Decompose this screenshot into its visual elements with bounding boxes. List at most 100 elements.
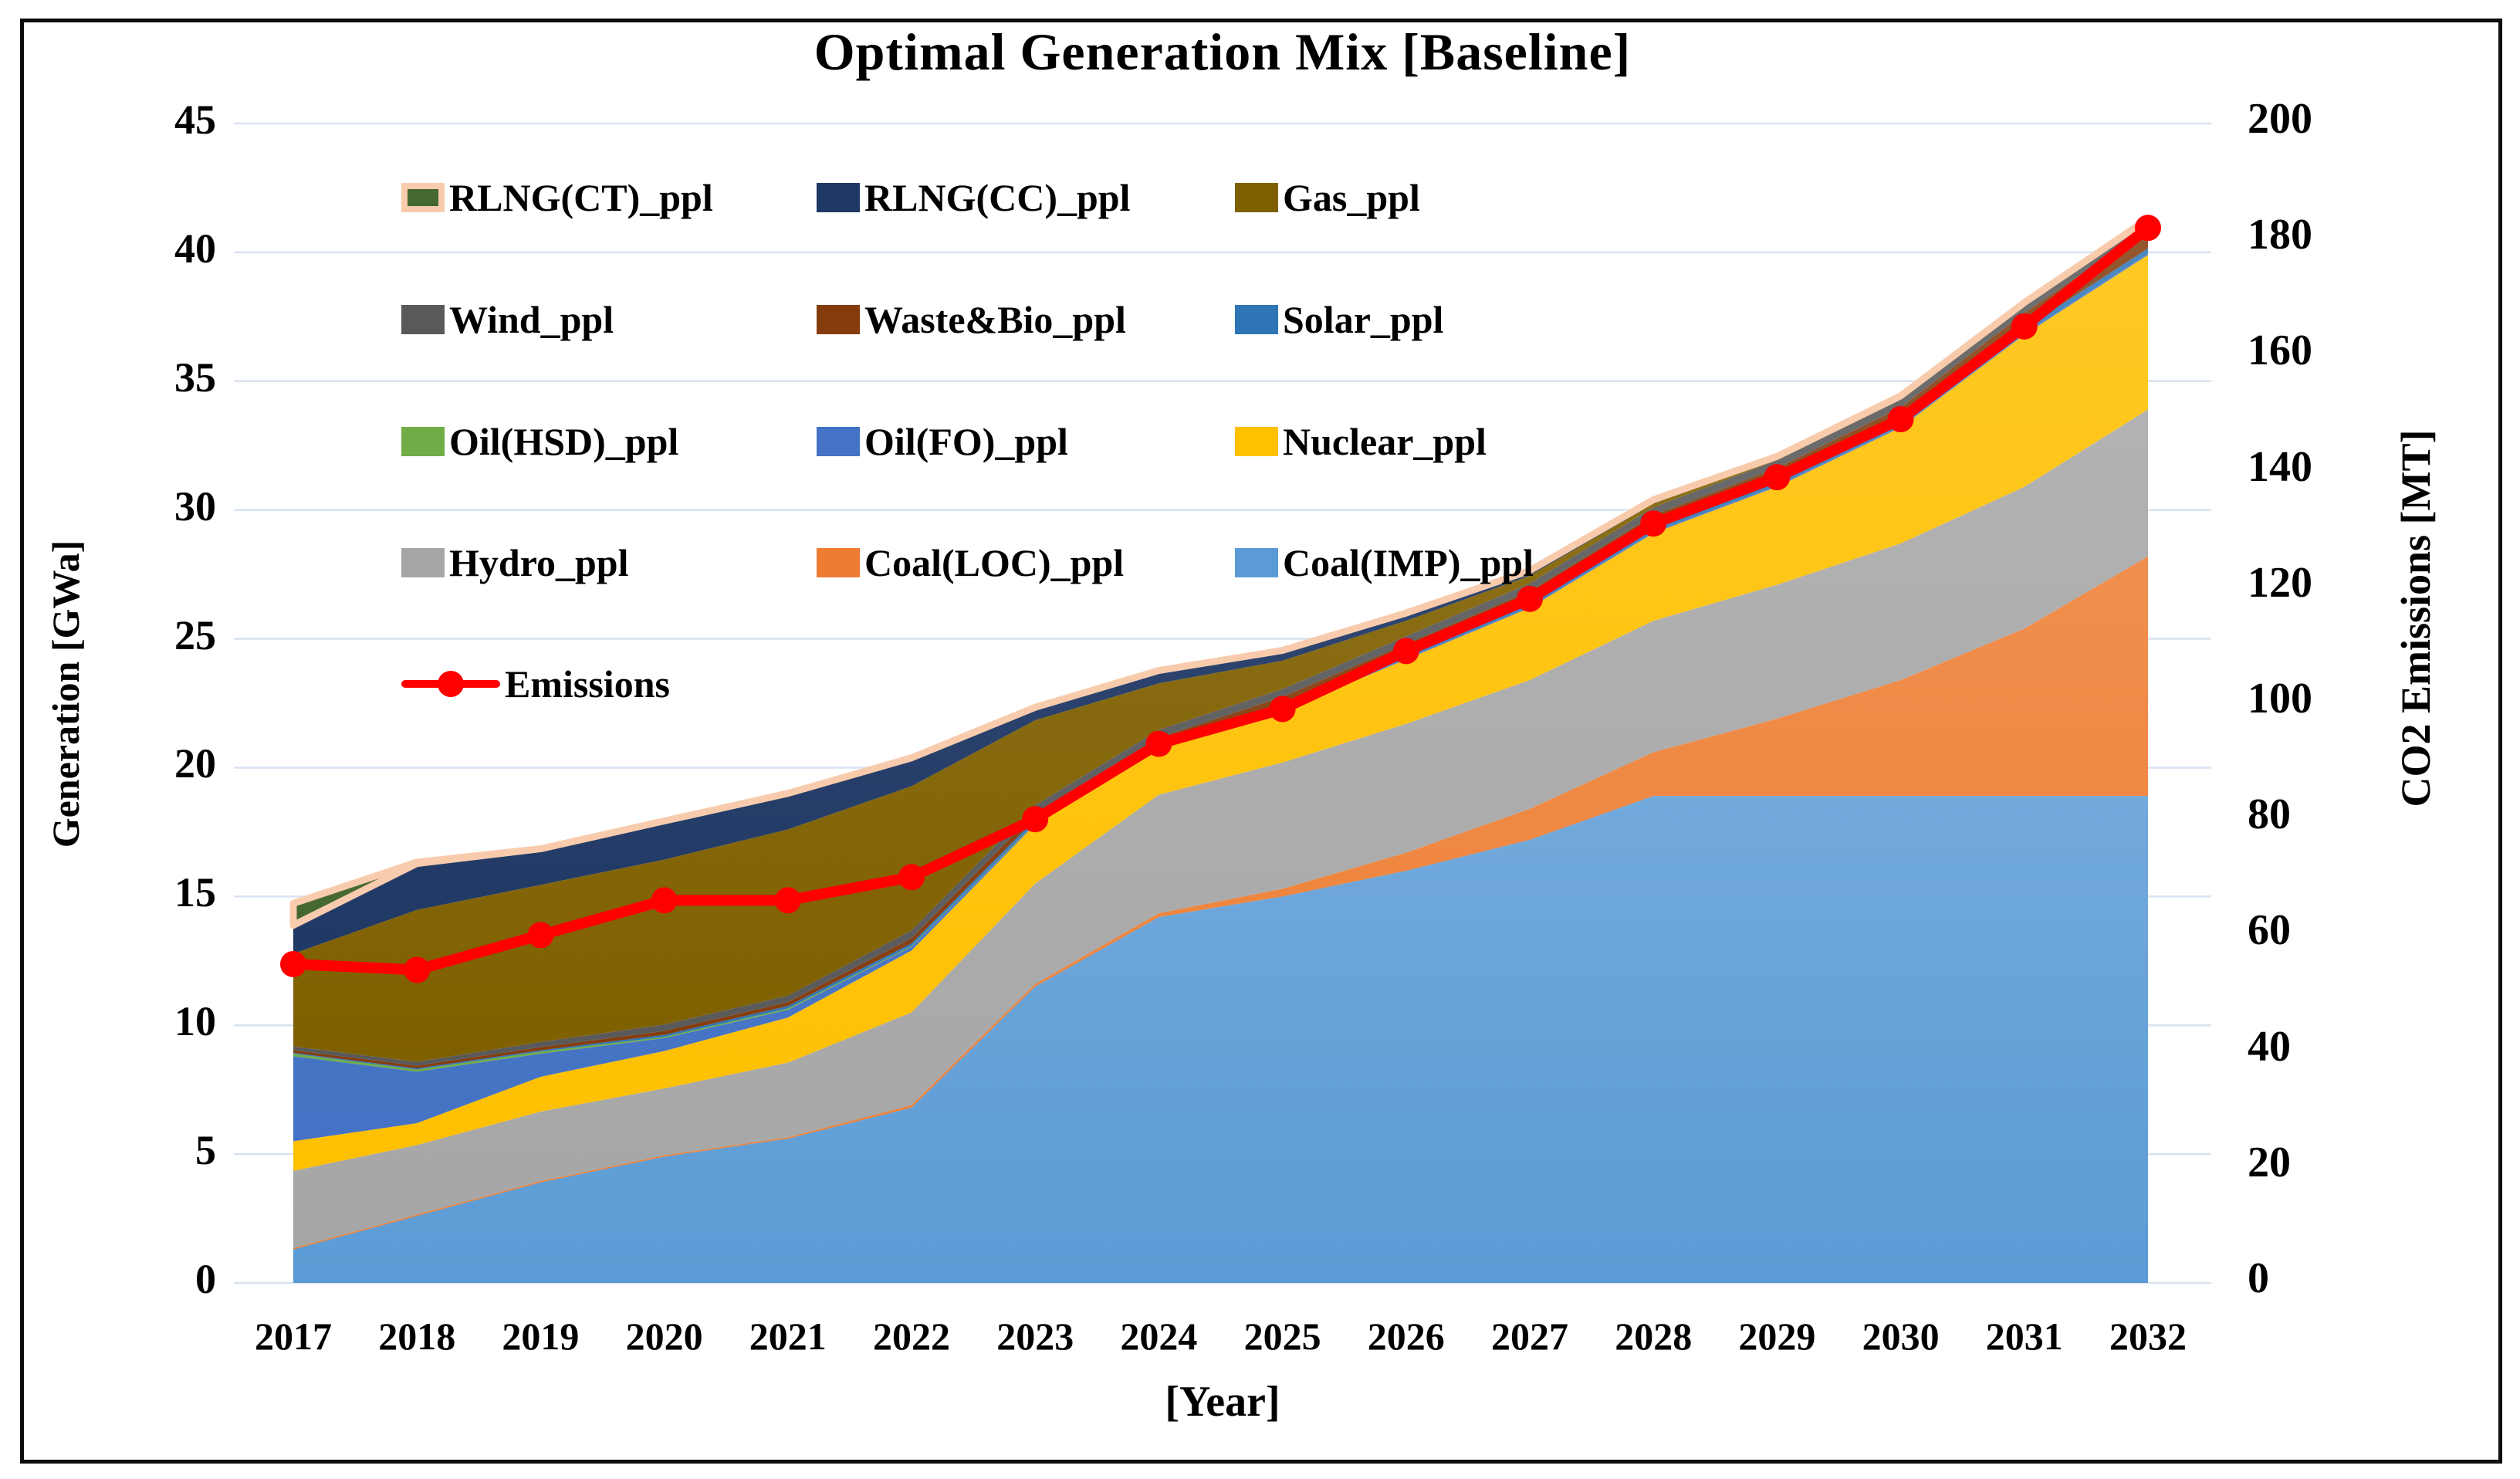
emissions-marker [404,956,431,983]
x-axis-tick: 2021 [749,1315,827,1358]
legend-swatch-oil_fo [817,427,860,456]
x-axis-tick: 2028 [1615,1315,1693,1358]
right-axis-tick: 0 [2248,1254,2269,1302]
right-axis-tick: 160 [2248,327,2312,375]
legend-item-oil_hsd: Oil(HSD)_ppl [401,420,678,463]
legend-item-rlng_cc: RLNG(CC)_ppl [817,176,1130,219]
emissions-marker [1392,638,1419,665]
legend-item-gas: Gas_ppl [1235,176,1420,219]
right-axis-tick: 200 [2248,95,2312,143]
legend-label: Emissions [505,662,670,706]
area-rlng_cc [293,218,2148,954]
legend-item-wind: Wind_ppl [401,298,614,341]
legend-item-coal_imp: Coal(IMP)_ppl [1235,541,1534,584]
legend-item-coal_loc: Coal(LOC)_ppl [817,541,1124,584]
area-rlng_ct [289,215,2152,929]
legend-label: Coal(IMP)_ppl [1283,541,1534,584]
right-axis-tick: 120 [2248,558,2312,607]
left-axis-tick: 10 [174,998,216,1045]
legend-swatch-coal_imp [1235,548,1278,577]
left-axis-tick: 20 [174,740,216,787]
legend-swatch-rlng_ct [401,183,445,212]
legend-label: Wind_ppl [449,298,614,341]
emissions-line [288,222,2153,976]
legend-item-rlng_ct: RLNG(CT)_ppl [401,176,713,219]
x-axis-tick: 2031 [1985,1315,2063,1358]
right-axis-tick: 20 [2248,1138,2291,1186]
x-axis-tick: 2020 [625,1315,703,1358]
legend-item-solar: Solar_ppl [1235,298,1443,341]
legend-item-nuclear: Nuclear_ppl [1235,420,1487,463]
emissions-marker [1269,696,1296,723]
left-axis-tick: 35 [174,354,216,401]
left-axis-tick: 30 [174,482,216,530]
legend-swatch-rlng_cc [817,183,860,212]
chart-title: Optimal Generation Mix [Baseline] [814,22,1632,81]
legend-label: Oil(FO)_ppl [864,420,1068,463]
legend-item-hydro: Hydro_ppl [401,541,629,584]
legend-swatch-gas [1235,183,1278,212]
right-axis-tick: 80 [2248,790,2291,839]
legend-swatch-oil_hsd [401,427,445,456]
right-axis-tick: 180 [2248,211,2312,259]
left-axis-tick: 40 [174,225,216,272]
emissions-marker [527,922,554,949]
x-axis-tick: 2018 [378,1315,456,1358]
emissions-marker [898,864,925,891]
legend-label: Oil(HSD)_ppl [449,420,679,463]
left-axis-tick: 15 [174,869,216,916]
x-axis-tick: 2029 [1738,1315,1816,1358]
legend-label: Solar_ppl [1283,298,1444,341]
left-axis-tick: 0 [195,1256,216,1302]
legend-label: RLNG(CT)_ppl [449,176,713,219]
right-axis-tick: 40 [2248,1022,2291,1071]
emissions-marker [1517,585,1543,612]
left-axis-tick: 5 [195,1127,216,1174]
emissions-marker [651,887,678,914]
x-axis-tick: 2024 [1120,1315,1198,1358]
area-gas [293,220,2148,1062]
emissions-dot-icon [438,671,464,697]
emissions-marker [1764,464,1791,491]
emissions-marker [1640,510,1667,537]
emissions-marker [280,950,306,977]
emissions-legend-icon [401,667,500,701]
area-hydro [293,409,2148,1248]
right-axis-tick: 100 [2248,675,2312,723]
x-axis-tick: 2023 [996,1315,1074,1358]
area-coal_imp [293,796,2148,1283]
right-axis-tick: 140 [2248,442,2312,491]
legend-swatch-solar [1235,305,1278,334]
legend-swatch-coal_loc [817,548,860,577]
right-axis-tick: 60 [2248,906,2291,955]
emissions-marker [774,887,801,914]
emissions-marker [1887,406,1914,433]
legend-label: RLNG(CC)_ppl [864,176,1131,219]
emissions-marker [2011,313,2038,340]
x-axis-tick: 2025 [1243,1315,1321,1358]
x-axis-tick: 2030 [1862,1315,1940,1358]
x-axis-title: [Year] [1165,1378,1280,1426]
emissions-marker [1022,806,1049,833]
legend-label: Coal(LOC)_ppl [864,541,1125,584]
x-axis-tick: 2022 [873,1315,950,1358]
legend-swatch-hydro [401,548,445,577]
legend-label: Gas_ppl [1283,176,1420,219]
left-axis-tick: 25 [174,611,216,658]
left-axis-title: Generation [GWa] [44,540,87,848]
x-axis-tick: 2019 [502,1315,580,1358]
legend-swatch-wind [401,305,445,334]
area-coal_loc [293,556,2148,1250]
legend-item-emissions: Emissions [401,662,670,706]
emissions-marker [2135,215,2161,242]
legend-swatch-nuclear [1235,427,1278,456]
x-axis-tick: 2017 [255,1315,332,1358]
legend-item-oil_fo: Oil(FO)_ppl [817,420,1068,463]
x-axis-tick: 2026 [1367,1315,1445,1358]
left-axis-tick: 45 [174,96,216,143]
legend-label: Waste&Bio_ppl [864,298,1126,341]
legend-label: Hydro_ppl [449,541,629,584]
legend-item-waste_bio: Waste&Bio_ppl [817,298,1126,341]
